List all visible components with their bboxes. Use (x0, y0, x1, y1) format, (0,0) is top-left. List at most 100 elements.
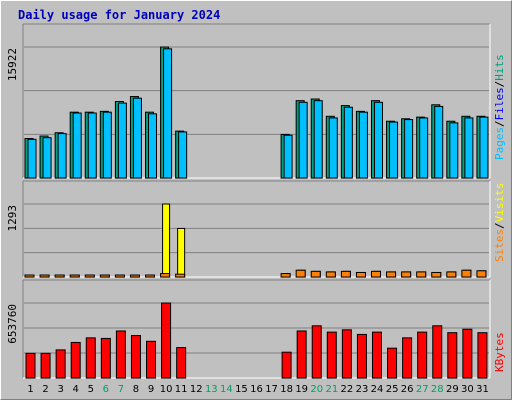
y-max-label-kbytes: 653760 (6, 304, 19, 344)
bar-pages-day-10 (163, 48, 173, 179)
bar-kbytes-day-8 (130, 335, 141, 379)
day-label-18: 18 (280, 384, 293, 395)
bar-pages-day-26 (404, 119, 414, 179)
bar-kbytes-day-4 (70, 341, 81, 379)
day-label-14: 14 (220, 384, 233, 395)
day-label-12: 12 (190, 384, 203, 395)
day-label-15: 15 (235, 384, 248, 395)
bar-pages-day-6 (102, 111, 112, 179)
legend-separator: / (493, 120, 506, 127)
bar-kbytes-day-24 (371, 331, 382, 379)
bar-kbytes-day-22 (341, 329, 352, 379)
day-label-6: 6 (103, 384, 109, 395)
day-label-24: 24 (371, 384, 384, 395)
bar-pages-day-8 (132, 97, 142, 179)
day-label-3: 3 (57, 384, 63, 395)
bar-kbytes-day-20 (311, 325, 322, 379)
legend-visits: Visits (493, 183, 506, 223)
bar-pages-day-20 (313, 100, 323, 179)
day-label-4: 4 (73, 384, 79, 395)
bar-kbytes-day-19 (296, 330, 307, 379)
bar-sites-day-7 (114, 274, 125, 278)
day-label-10: 10 (160, 384, 173, 395)
bar-sites-day-19 (295, 269, 306, 278)
bar-kbytes-day-21 (326, 331, 337, 379)
bar-pages-day-27 (419, 117, 429, 179)
bar-pages-day-2 (42, 137, 52, 179)
day-label-9: 9 (148, 384, 154, 395)
y-max-label-pages-files-hits: 15922 (6, 48, 19, 81)
day-label-31: 31 (476, 384, 489, 395)
bar-sites-day-27 (416, 271, 427, 278)
bar-pages-day-9 (148, 113, 158, 179)
bar-kbytes-day-1 (25, 352, 36, 379)
bar-pages-day-19 (298, 101, 308, 179)
bar-pages-day-4 (72, 112, 82, 179)
bar-kbytes-day-26 (402, 337, 413, 379)
day-label-5: 5 (88, 384, 94, 395)
bar-pages-day-18 (283, 134, 293, 179)
bar-kbytes-day-25 (387, 347, 398, 379)
bar-sites-day-31 (476, 270, 487, 278)
bar-pages-day-25 (389, 121, 399, 179)
bar-sites-day-25 (386, 271, 397, 278)
bar-kbytes-day-28 (432, 325, 443, 379)
bar-pages-day-22 (343, 106, 353, 179)
bar-kbytes-day-23 (356, 333, 367, 379)
day-label-27: 27 (416, 384, 429, 395)
bar-sites-day-10 (160, 273, 171, 278)
day-label-16: 16 (250, 384, 263, 395)
day-label-2: 2 (42, 384, 48, 395)
bar-kbytes-day-2 (40, 352, 51, 379)
bar-sites-day-26 (401, 271, 412, 278)
bar-sites-day-30 (461, 269, 472, 278)
legend-files: Files (493, 87, 506, 120)
day-label-28: 28 (431, 384, 444, 395)
bar-sites-day-24 (370, 270, 381, 278)
bar-kbytes-day-10 (161, 302, 172, 379)
bar-visits-day-10 (162, 203, 171, 278)
bar-pages-day-1 (27, 138, 37, 179)
bar-kbytes-day-3 (55, 349, 66, 379)
bar-pages-day-30 (464, 117, 474, 179)
legend-separator: / (493, 222, 506, 229)
bar-pages-day-23 (358, 111, 368, 179)
bar-pages-day-28 (434, 105, 444, 179)
bar-pages-day-7 (117, 102, 127, 179)
bar-kbytes-day-11 (176, 347, 187, 379)
legend-sites: Sites (493, 229, 506, 262)
day-label-1: 1 (27, 384, 33, 395)
day-label-19: 19 (295, 384, 308, 395)
bar-pages-day-24 (373, 101, 383, 179)
bar-sites-day-3 (54, 274, 65, 278)
bar-sites-day-29 (446, 271, 457, 278)
bar-sites-day-23 (355, 271, 366, 278)
bar-sites-day-18 (280, 273, 291, 278)
bar-kbytes-day-31 (477, 332, 488, 379)
bar-kbytes-day-29 (447, 332, 458, 379)
bar-kbytes-day-6 (100, 337, 111, 379)
day-label-30: 30 (461, 384, 474, 395)
bar-sites-day-1 (24, 274, 35, 278)
bar-kbytes-day-9 (146, 340, 157, 379)
day-label-25: 25 (386, 384, 399, 395)
bar-sites-day-5 (84, 274, 95, 278)
bar-pages-day-31 (479, 116, 489, 179)
chart-title: Daily usage for January 2024 (18, 8, 221, 22)
bar-kbytes-day-7 (115, 330, 126, 379)
plot-area-sites-visits (23, 181, 490, 277)
bar-sites-day-21 (325, 271, 336, 278)
legend-hits: Hits (493, 54, 506, 81)
bar-sites-day-8 (129, 274, 140, 278)
day-label-26: 26 (401, 384, 414, 395)
bar-sites-day-22 (340, 270, 351, 278)
bar-sites-day-2 (39, 274, 50, 278)
y-max-label-sites-visits: 1293 (6, 205, 19, 232)
bar-pages-day-11 (178, 131, 188, 179)
legend-pages: Pages (493, 127, 506, 160)
bar-sites-day-11 (175, 273, 186, 278)
bar-kbytes-day-18 (281, 351, 292, 379)
bar-sites-day-9 (145, 274, 156, 278)
bar-kbytes-day-30 (462, 328, 473, 379)
